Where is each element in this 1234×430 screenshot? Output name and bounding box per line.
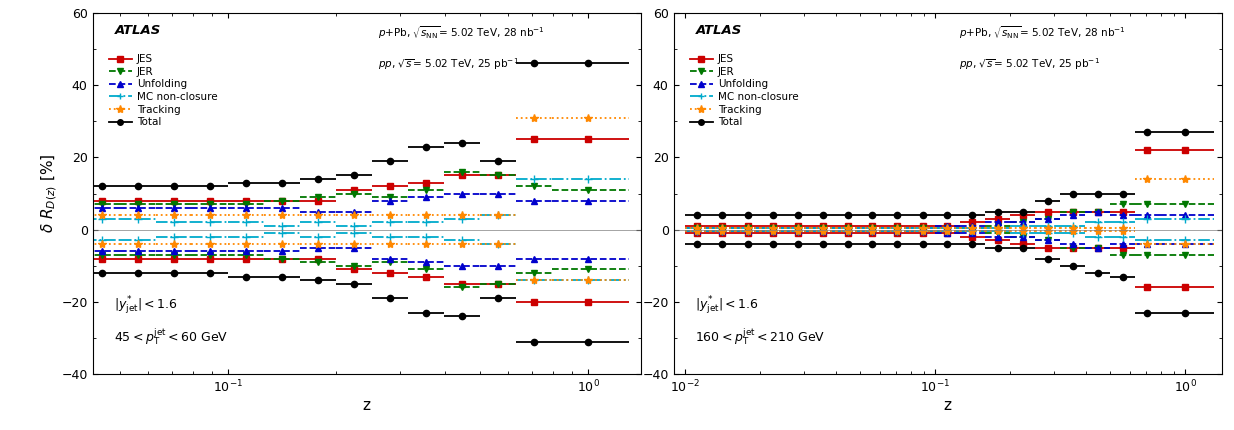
Text: $| y_{\rm jet}^{*} |< 1.6$: $| y_{\rm jet}^{*} |< 1.6$ (115, 295, 178, 317)
Text: $p$+Pb, $\sqrt{s_{\rm NN}}$= 5.02 TeV, 28 nb$^{-1}$: $p$+Pb, $\sqrt{s_{\rm NN}}$= 5.02 TeV, 2… (959, 24, 1125, 40)
Text: $p$+Pb, $\sqrt{s_{\rm NN}}$= 5.02 TeV, 28 nb$^{-1}$: $p$+Pb, $\sqrt{s_{\rm NN}}$= 5.02 TeV, 2… (378, 24, 544, 40)
Text: $pp$, $\sqrt{s}$= 5.02 TeV, 25 pb$^{-1}$: $pp$, $\sqrt{s}$= 5.02 TeV, 25 pb$^{-1}$ (378, 56, 518, 72)
Legend: JES, JER, Unfolding, MC non-closure, Tracking, Total: JES, JER, Unfolding, MC non-closure, Tra… (109, 54, 217, 127)
Y-axis label: $\delta\ R_{D(z)}$ [%]: $\delta\ R_{D(z)}$ [%] (39, 154, 58, 233)
X-axis label: z: z (363, 398, 370, 413)
Text: $160 < p_{\rm T}^{\rm jet} < 210$ GeV: $160 < p_{\rm T}^{\rm jet} < 210$ GeV (696, 326, 826, 347)
Text: $| y_{\rm jet}^{*} |< 1.6$: $| y_{\rm jet}^{*} |< 1.6$ (696, 295, 759, 317)
Legend: JES, JER, Unfolding, MC non-closure, Tracking, Total: JES, JER, Unfolding, MC non-closure, Tra… (690, 54, 798, 127)
Text: $pp$, $\sqrt{s}$= 5.02 TeV, 25 pb$^{-1}$: $pp$, $\sqrt{s}$= 5.02 TeV, 25 pb$^{-1}$ (959, 56, 1099, 72)
Text: $45 < p_{\rm T}^{\rm jet} < 60$ GeV: $45 < p_{\rm T}^{\rm jet} < 60$ GeV (115, 326, 228, 347)
Text: ATLAS: ATLAS (696, 24, 742, 37)
X-axis label: z: z (944, 398, 951, 413)
Text: ATLAS: ATLAS (115, 24, 160, 37)
